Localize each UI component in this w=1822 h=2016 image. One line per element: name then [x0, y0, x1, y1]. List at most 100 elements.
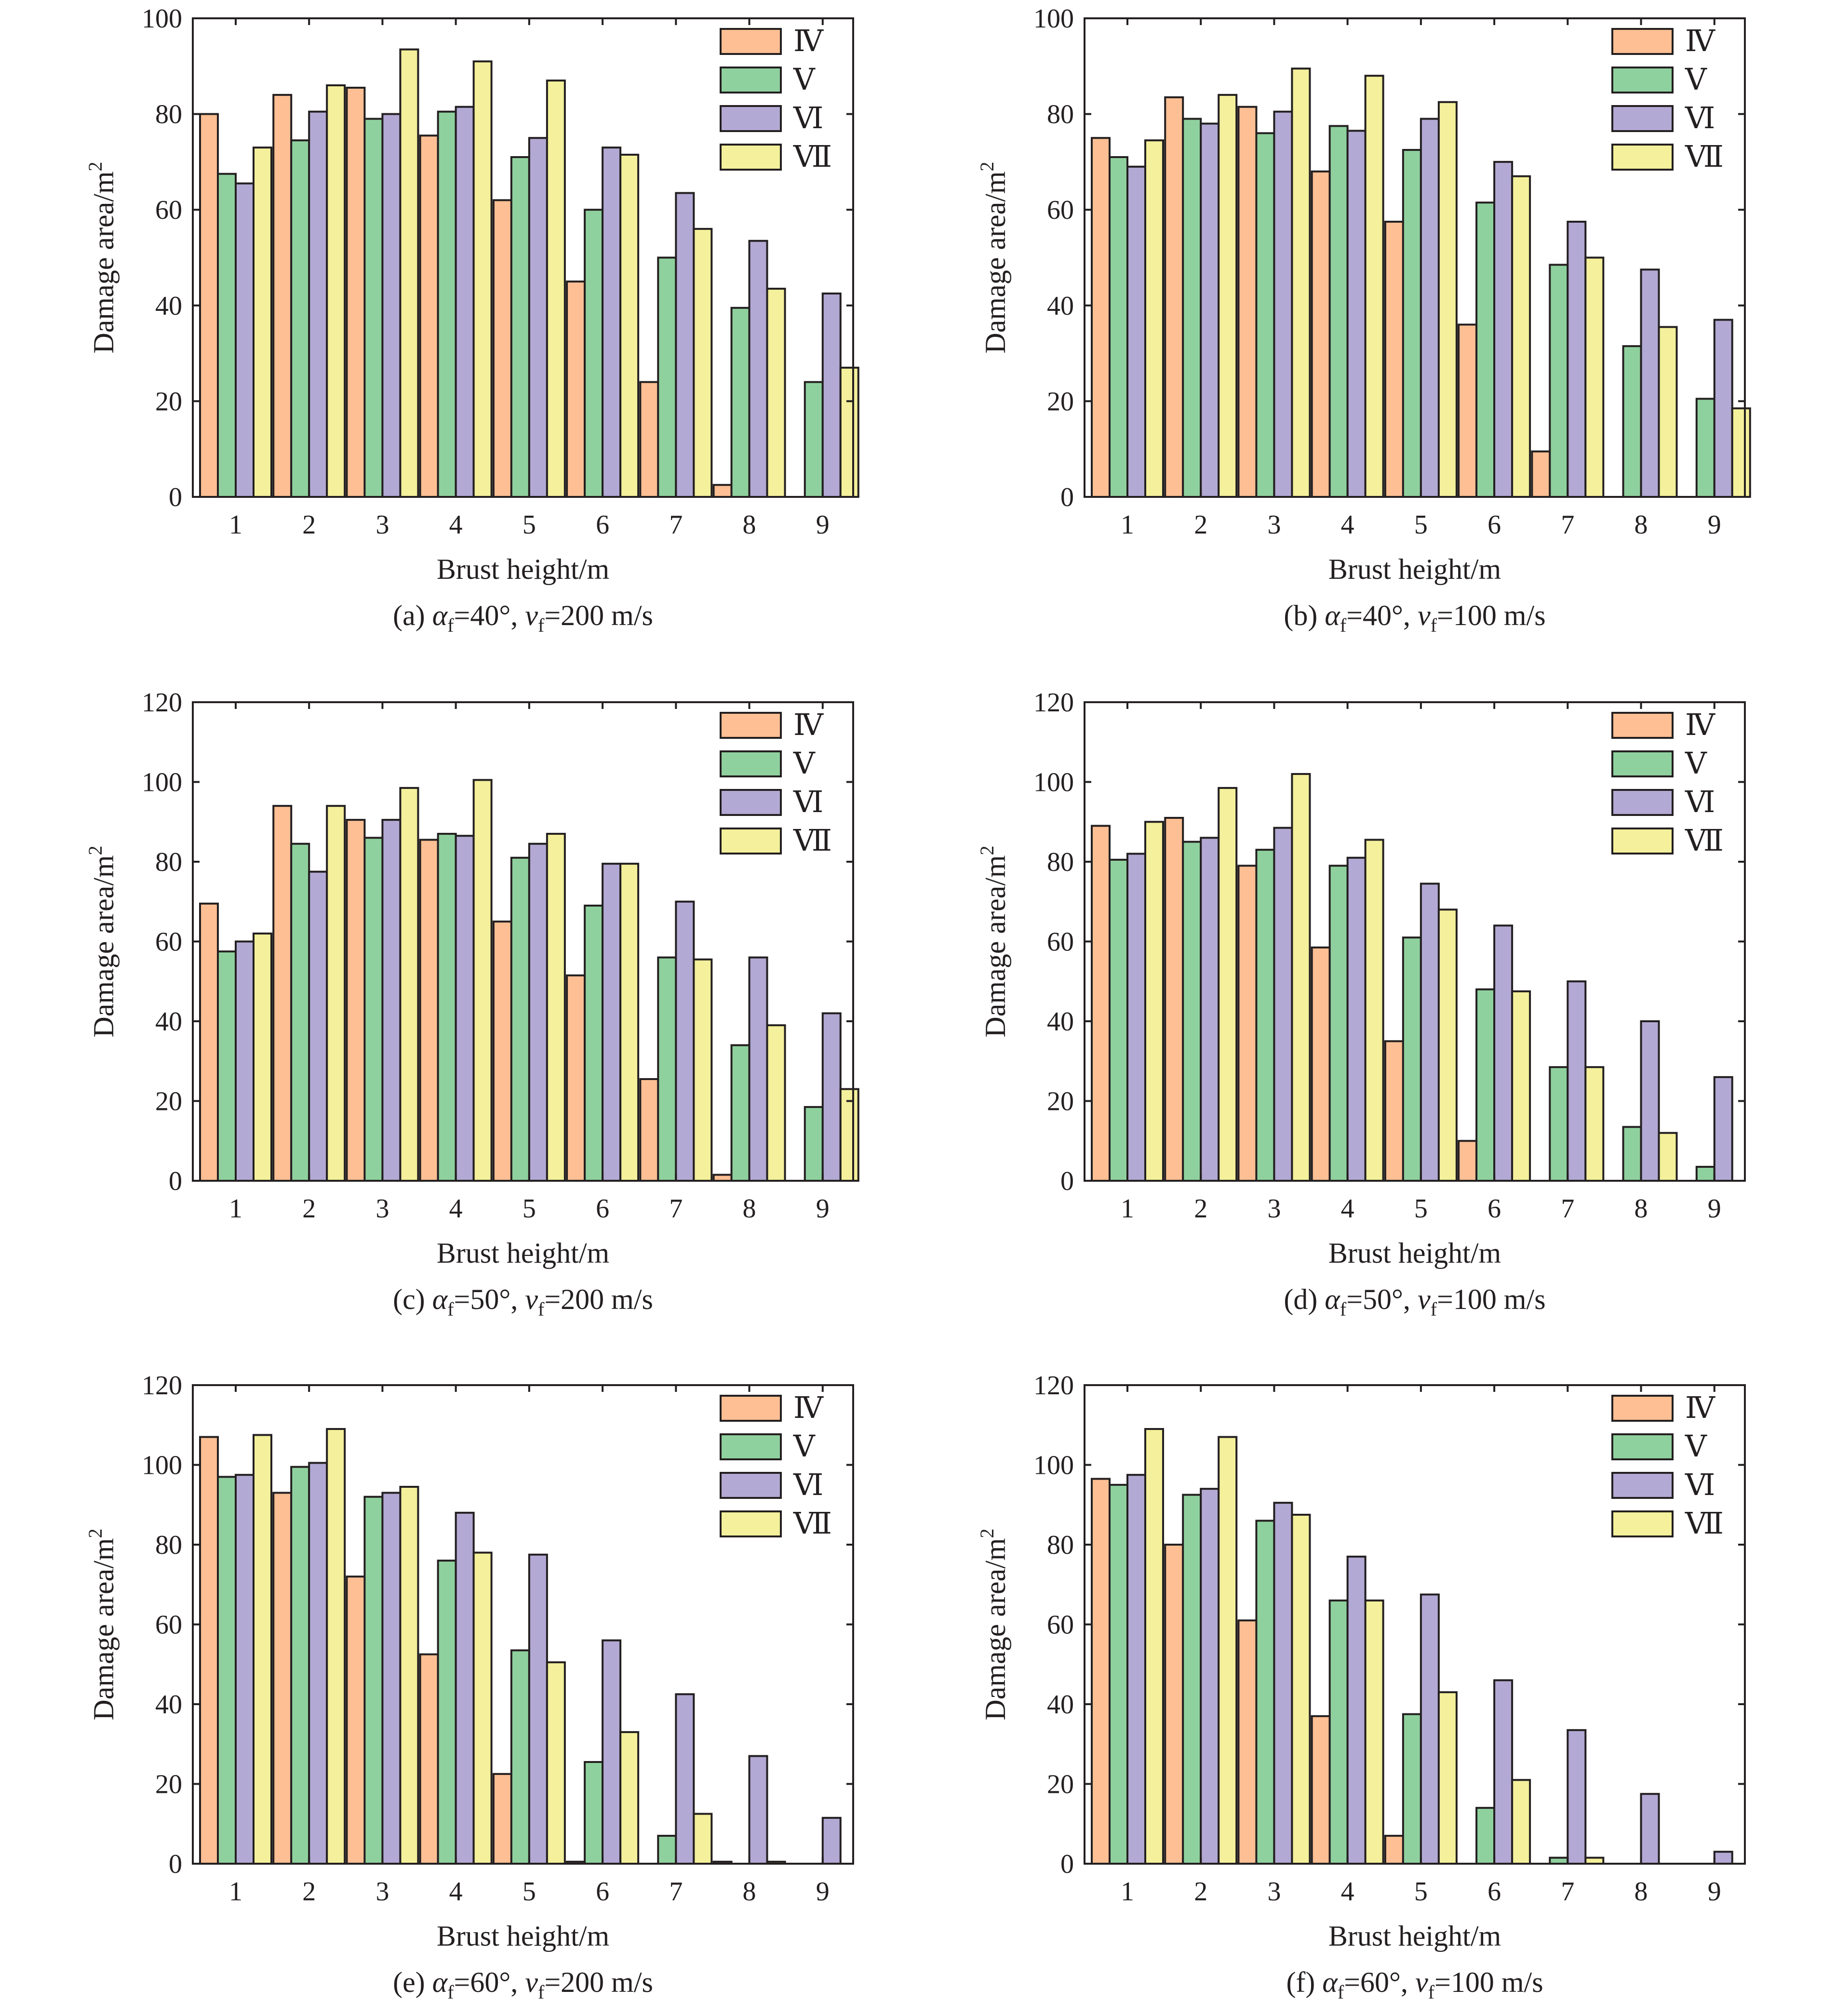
x-tick-label: 3: [1267, 1194, 1281, 1224]
bar-iv-7: [639, 381, 659, 498]
x-tick-label: 2: [302, 1194, 316, 1224]
bar-vi-9: [1713, 1851, 1733, 1865]
bar-vi-3: [1273, 1502, 1293, 1865]
bar-vii-5: [546, 1661, 566, 1865]
y-axis-label-superscript: 2: [84, 161, 106, 171]
x-axis-label: Brust height/m: [1328, 1237, 1501, 1269]
legend-swatch-v: [1611, 750, 1674, 777]
y-axis-label-superscript: 2: [84, 845, 106, 855]
bar-iv-1: [199, 113, 219, 498]
x-tick-label: 5: [1414, 510, 1428, 540]
bar-vii-7: [1584, 256, 1605, 498]
bar-vi-6: [1493, 924, 1514, 1182]
bar-iv-6: [566, 280, 586, 498]
bar-vii-3: [399, 1486, 419, 1865]
bar-vii-7: [693, 227, 713, 498]
bar-v-7: [1549, 1066, 1569, 1182]
bar-v-5: [510, 856, 530, 1182]
x-tick-label: 6: [1487, 1194, 1501, 1224]
bar-vii-2: [1218, 1436, 1238, 1865]
bar-v-5: [1402, 936, 1422, 1182]
bar-vii-5: [1437, 101, 1458, 498]
caption-v-val: =200 m/s: [544, 1283, 653, 1315]
bar-vi-5: [1420, 118, 1440, 498]
bar-v-7: [657, 256, 677, 498]
legend-swatch-vi: [1611, 789, 1674, 816]
x-tick-label: 4: [449, 1194, 463, 1224]
bar-v-5: [1402, 149, 1422, 498]
y-tick-label: 100: [1033, 768, 1074, 798]
y-tick-label: 120: [142, 688, 182, 718]
caption-sub: f: [1338, 1981, 1344, 2003]
caption-v-sym: v: [1418, 600, 1431, 631]
bar-vii-4: [472, 60, 493, 498]
bar-iv-3: [1237, 865, 1258, 1182]
bar-vii-2: [326, 1428, 346, 1865]
x-tick-label: 3: [375, 510, 389, 540]
bar-vi-5: [1420, 1593, 1440, 1865]
bar-vi-6: [602, 863, 622, 1182]
bar-vii-6: [619, 863, 640, 1182]
bar-v-3: [363, 118, 384, 498]
bar-vi-7: [675, 900, 695, 1182]
y-tick-label: 60: [155, 195, 182, 225]
caption-alpha-val: =60°,: [454, 1966, 525, 1998]
y-tick-label: 60: [1047, 195, 1074, 225]
x-tick-label: 7: [1561, 1877, 1574, 1907]
x-tick-label: 9: [1708, 1877, 1721, 1907]
bar-vi-4: [455, 106, 475, 498]
bar-iv-6: [1458, 323, 1478, 498]
bar-vii-4: [472, 779, 493, 1182]
bar-vi-7: [675, 1693, 695, 1865]
legend-swatch-vi: [720, 1472, 782, 1499]
caption-alpha-val: =50°,: [454, 1283, 525, 1315]
x-tick-label: 5: [522, 1877, 536, 1907]
legend-swatch-vi: [720, 789, 782, 816]
bar-vi-4: [455, 835, 475, 1182]
x-tick-label: 7: [1561, 510, 1574, 540]
bar-iv-2: [1164, 816, 1184, 1182]
bar-vii-3: [1291, 773, 1311, 1182]
bar-v-9: [804, 381, 824, 498]
bar-vi-6: [1493, 1679, 1514, 1865]
x-tick-label: 7: [1561, 1194, 1574, 1224]
caption-sub: f: [538, 1981, 545, 2003]
caption-alpha-sym: α: [1325, 600, 1340, 631]
bar-vii-6: [1511, 990, 1531, 1182]
legend-swatch-v: [1611, 1433, 1674, 1460]
legend-swatch-vii: [1611, 1510, 1674, 1537]
y-tick-label: 120: [142, 1371, 182, 1401]
x-tick-label: 9: [816, 1877, 830, 1907]
bar-v-4: [437, 833, 457, 1182]
bar-vi-1: [1126, 165, 1146, 498]
legend-label-vii: Ⅶ: [1685, 141, 1724, 174]
bar-vii-9: [1731, 407, 1751, 498]
caption-prefix: (c): [393, 1283, 432, 1315]
bar-vii-5: [546, 80, 566, 498]
x-tick-label: 4: [1341, 1877, 1354, 1907]
y-axis-label-superscript: 2: [976, 845, 998, 855]
y-tick-label: 80: [155, 1530, 182, 1560]
caption-alpha-sym: α: [432, 1966, 448, 1998]
y-tick-label: 80: [155, 847, 182, 877]
bar-vi-9: [821, 1012, 842, 1182]
legend-label-vi: Ⅵ: [1685, 102, 1715, 135]
legend-label-vii: Ⅶ: [793, 825, 832, 857]
bar-vii-4: [1364, 1599, 1384, 1865]
y-tick-label: 0: [169, 482, 182, 512]
bar-v-6: [1475, 988, 1496, 1182]
legend-swatch-vii: [720, 828, 782, 854]
x-tick-label: 3: [375, 1877, 389, 1907]
y-axis-label: Damage area/m2: [976, 161, 1011, 353]
x-tick-label: 2: [1194, 510, 1207, 540]
bar-vii-2: [326, 805, 346, 1182]
legend-swatch-iv: [1611, 1395, 1674, 1422]
bar-v-3: [1255, 132, 1275, 498]
bar-vi-6: [602, 1639, 622, 1865]
bar-iv-2: [272, 93, 293, 498]
legend-swatch-vii: [1611, 828, 1674, 854]
bar-vi-9: [821, 1816, 842, 1865]
bar-v-9: [1695, 398, 1715, 498]
x-axis-label: Brust height/m: [1328, 1920, 1501, 1952]
bar-v-5: [510, 1649, 530, 1865]
